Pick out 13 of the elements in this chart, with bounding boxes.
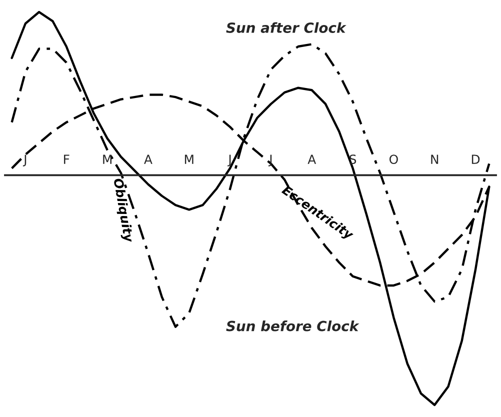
x-tick-label: F xyxy=(64,154,70,164)
x-tick-label: J xyxy=(228,154,231,166)
x-tick-label: N xyxy=(431,154,438,164)
x-tick-label: J xyxy=(22,154,26,166)
x-tick-label: M xyxy=(103,154,112,164)
text: Obliquity xyxy=(111,178,134,244)
annotation: Sun after Clock xyxy=(226,22,346,33)
x-tick-label: A xyxy=(308,154,316,164)
x-tick-label: M xyxy=(184,154,194,164)
x-tick-label: O xyxy=(389,154,398,164)
x-tick-label: D xyxy=(472,154,480,164)
x-tick-label: A xyxy=(144,154,152,164)
annotation: Sun before Clock xyxy=(226,320,360,332)
